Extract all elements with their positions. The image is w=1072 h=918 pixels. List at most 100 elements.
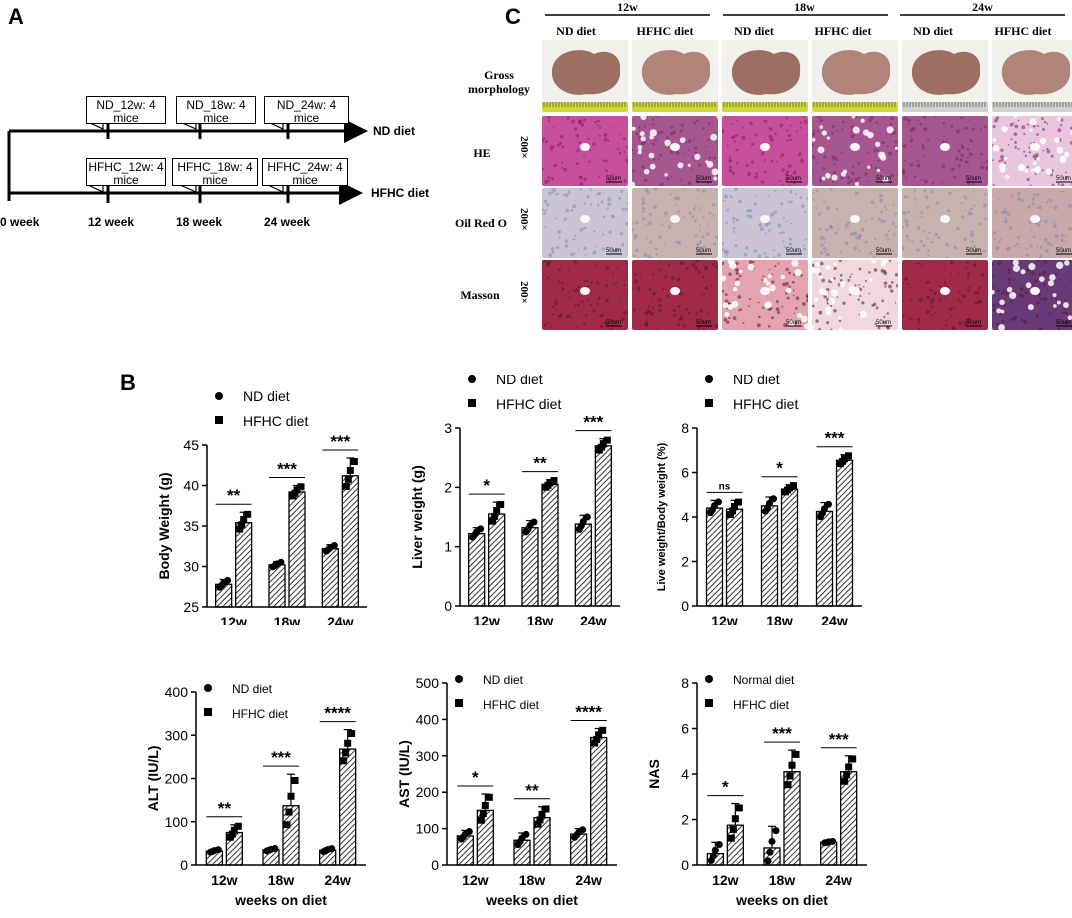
data-point (479, 810, 487, 818)
data-point (542, 805, 550, 813)
y-tick-label: 0 (681, 598, 689, 614)
data-point (322, 847, 330, 855)
tick-0-week: 0 week (0, 215, 40, 229)
x-axis-label: weeks on diet (485, 892, 578, 908)
data-point (497, 501, 505, 509)
significance-label: *** (825, 429, 845, 448)
data-point (228, 830, 236, 838)
data-point (583, 513, 591, 521)
data-point (544, 481, 552, 489)
legend-marker-nd (705, 375, 713, 383)
significance-label: **** (324, 704, 351, 723)
bar (574, 523, 592, 607)
y-tick-label: 0 (180, 857, 188, 873)
histology-image-r1-c4 (812, 40, 898, 112)
data-point (485, 793, 493, 801)
data-point (788, 761, 796, 769)
data-point (346, 466, 354, 474)
data-point (214, 846, 222, 854)
diet-header-2: HFHC diet (636, 24, 694, 38)
bar (705, 507, 724, 607)
significance-label: **** (575, 703, 602, 722)
hfhc-18w-box: HFHC_18w: 4 mice (172, 158, 258, 187)
y-tick-label: 2 (681, 812, 689, 828)
y-tick-label: 1 (444, 539, 452, 555)
scale-bar-label: 50um (1056, 248, 1071, 254)
row-label-gross: Gross morphology (467, 68, 530, 96)
x-tick-label: 18w (519, 872, 546, 888)
data-point (786, 772, 794, 780)
data-point (823, 838, 831, 846)
x-tick-label: 12w (473, 613, 500, 625)
hfhc-diet-label: HFHC diet (371, 186, 429, 200)
x-tick-label: 24w (825, 872, 852, 888)
y-tick-label: 2 (444, 479, 452, 495)
significance-label: * (472, 768, 479, 787)
scale-bar-label: 50um (606, 248, 621, 254)
data-point (784, 781, 792, 789)
data-point (829, 837, 837, 845)
nd-diet-label: ND diet (373, 124, 415, 138)
data-point (522, 830, 530, 838)
data-point (465, 828, 473, 836)
data-point (342, 749, 350, 757)
histology-image-r4-c5: 50um (902, 260, 988, 330)
scale-bar-label: 50um (786, 176, 801, 182)
y-axis-label: NAS (646, 759, 662, 789)
magnification-oil: 200× (518, 208, 530, 231)
data-point (291, 489, 299, 497)
data-point (524, 525, 532, 533)
legend-marker-nd (455, 675, 463, 683)
y-tick-label: 100 (416, 821, 440, 837)
y-tick-label: 200 (416, 784, 440, 800)
significance-label: *** (772, 724, 792, 743)
legend-marker-nd (215, 392, 223, 400)
data-point (595, 731, 603, 739)
tick-18-week: 18 week (176, 215, 223, 229)
data-point (234, 822, 242, 830)
histology-image-r4-c3: 50um (722, 260, 808, 330)
data-point (340, 757, 348, 765)
legend-label-1: Normal diet (733, 673, 795, 687)
data-point (766, 848, 774, 856)
histology-image-r3-c4: 50um (812, 188, 898, 258)
histology-image-r4-c2: 50um (632, 260, 718, 330)
data-point (244, 510, 252, 518)
bar (268, 564, 286, 608)
legend-marker-hfhc (204, 708, 212, 716)
hfhc-12w-box: HFHC_12w: 4 mice (86, 158, 166, 187)
panel-a-letter: A (8, 4, 24, 29)
histology-image-r3-c5: 50um (902, 188, 988, 258)
histology-image-r1-c3 (722, 40, 808, 112)
bar (288, 491, 306, 608)
bar (321, 548, 339, 608)
scale-bar-label: 50um (1056, 320, 1071, 326)
significance-label: ** (533, 454, 547, 473)
y-axis-label: AST (IU/L) (396, 740, 412, 808)
y-tick-label: 6 (681, 721, 689, 737)
data-point (845, 452, 852, 460)
histology-image-r2-c1: 50um (542, 116, 628, 186)
y-tick-label: 30 (183, 559, 199, 575)
data-point (603, 436, 611, 444)
data-point (489, 517, 497, 525)
data-point (208, 848, 216, 856)
legend-label-2: HFHC diet (733, 698, 790, 712)
data-point (477, 816, 485, 824)
y-tick-label: 6 (681, 465, 689, 481)
legend-marker-hfhc (468, 399, 476, 407)
legend-label-1: ND diet (243, 388, 290, 404)
data-point (819, 509, 826, 517)
x-tick-label: 12w (211, 872, 238, 888)
week-header-18w: 18w (794, 0, 815, 14)
histology-image-r1-c5 (902, 40, 988, 112)
data-point (230, 826, 238, 834)
legend-marker-nd (705, 675, 713, 683)
data-point (236, 525, 244, 533)
x-tick-label: 24w (575, 872, 602, 888)
data-point (735, 804, 743, 812)
data-point (224, 576, 232, 584)
histology-image-r2-c3: 50um (722, 116, 808, 186)
scale-bar-label: 50um (696, 320, 711, 326)
scale-bar-label: 50um (606, 176, 621, 182)
